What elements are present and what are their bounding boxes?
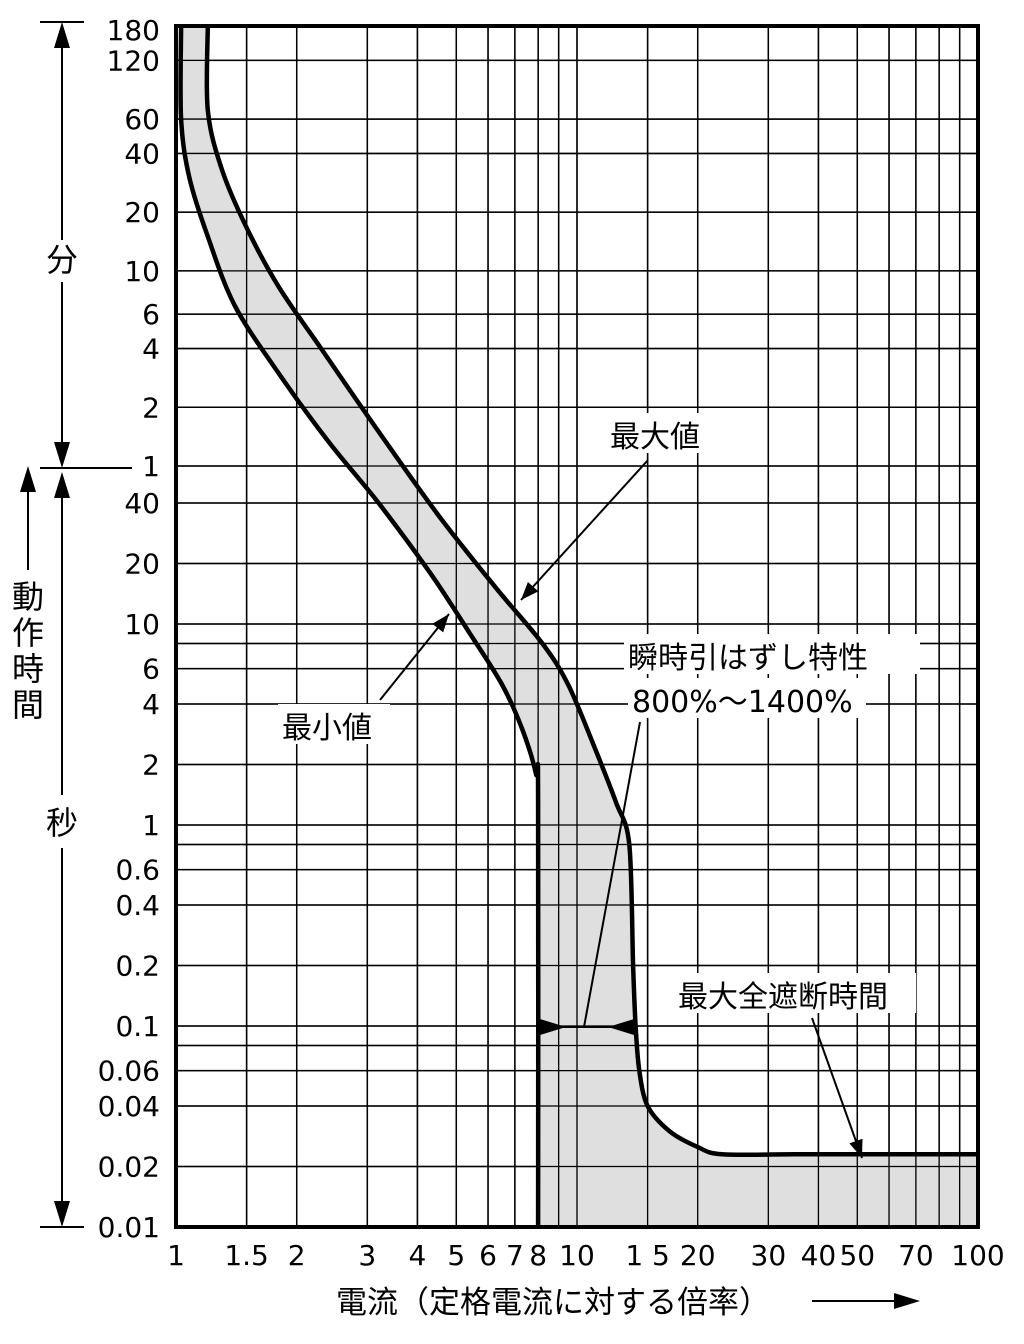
seconds-arrow-down <box>54 1201 70 1227</box>
y-tick-label: 40 <box>124 487 160 520</box>
y-tick-label: 10 <box>124 255 160 288</box>
y-tick-label: 0.2 <box>115 949 160 982</box>
axis-labels: 電流（定格電流に対する倍率）分秒動作時間動作時間 <box>12 21 920 1321</box>
y-tick-label: 2 <box>142 391 160 424</box>
x-tick-label: 3 <box>358 1239 376 1272</box>
annotation-bg <box>624 634 920 674</box>
y-tick-label: 0.1 <box>115 1010 160 1043</box>
time-label-char: 時 <box>12 650 44 688</box>
y-tick-label: 0.6 <box>115 854 160 887</box>
max-clearing-arrow-head <box>849 1138 863 1158</box>
x-tick-label: 40 <box>801 1239 837 1272</box>
time-label-char: 作 <box>12 614 44 652</box>
y-tick-label: 40 <box>124 137 160 170</box>
annotation-bg <box>278 704 390 744</box>
y-tick-label: 0.04 <box>98 1090 160 1123</box>
x-tick-label: 8 <box>529 1239 547 1272</box>
trip-range-arrow-left <box>540 1019 566 1035</box>
x-axis-arrow-head <box>894 1293 920 1309</box>
y-tick-label: 1 <box>142 450 160 483</box>
x-axis-label: 電流（定格電流に対する倍率） <box>336 1285 770 1321</box>
annotation-label: 最大全遮断時間 <box>678 980 888 1015</box>
time-label-char: 動 <box>12 578 44 616</box>
x-tick-label: 30 <box>751 1239 787 1272</box>
trip-range-arrow-right <box>608 1019 634 1035</box>
x-tick-label: 6 <box>479 1239 497 1272</box>
y-tick-label: 0.01 <box>98 1211 160 1244</box>
y-tick-label: 0.02 <box>98 1150 160 1183</box>
band-grid-overlay <box>175 25 979 1227</box>
y-tick-label: 2 <box>142 748 160 781</box>
annotation-bg <box>628 678 866 718</box>
y-tick-label: 60 <box>124 103 160 136</box>
x-tick-labels: 1 1.5 2 3 4 5 6 7 8 10 1 5 20 30 40 50 70 100 <box>167 1239 1005 1272</box>
minutes-arrow-up <box>54 22 70 48</box>
annotation-label: 瞬時引はずし特性 <box>628 641 868 676</box>
x-tick-label: 1.5 <box>224 1239 269 1272</box>
x-tick-label: 5 <box>447 1239 465 1272</box>
y-tick-label: 1 <box>142 809 160 842</box>
y-tick-label: 20 <box>124 547 160 580</box>
y-tick-labels: 18012060402010642140201064210.60.40.20.1… <box>98 14 160 1244</box>
y-tick-label: 120 <box>107 44 160 77</box>
curves <box>174 24 980 1229</box>
y-tick-label: 0.06 <box>98 1055 160 1088</box>
x-tick-label: 1 5 <box>625 1239 670 1272</box>
seconds-label: 秒 <box>46 804 78 842</box>
x-tick-label: 100 <box>951 1239 1004 1272</box>
band-fill <box>180 26 979 1227</box>
trip-range-leader <box>583 721 641 1028</box>
x-tick-label: 2 <box>288 1239 306 1272</box>
x-tick-label: 10 <box>559 1239 595 1272</box>
x-tick-label: 70 <box>898 1239 934 1272</box>
annotation-label: 最小値 <box>282 711 372 746</box>
y-tick-label: 180 <box>107 14 160 47</box>
y-tick-label: 10 <box>124 608 160 641</box>
annotation-bg <box>674 973 916 1013</box>
seconds-arrow-up <box>54 472 70 498</box>
min-value-arrow-head <box>432 614 449 633</box>
y-tick-label: 4 <box>142 333 160 366</box>
x-tick-label: 7 <box>506 1239 524 1272</box>
y-tick-label: 6 <box>142 298 160 331</box>
operating-band <box>175 25 979 1227</box>
minutes-arrow-down <box>54 442 70 468</box>
x-tick-label: 1 <box>167 1239 185 1272</box>
max-clearing-arrow <box>811 1017 863 1159</box>
time-label-char: 間 <box>12 686 44 724</box>
plot-frame <box>174 24 980 1229</box>
annotation-label: 800%〜1400% <box>632 685 853 720</box>
y-tick-label: 4 <box>142 688 160 721</box>
max-value-arrow <box>520 459 649 601</box>
y-tick-label: 6 <box>142 653 160 686</box>
max-curve <box>204 25 978 1158</box>
y-tick-label: 0.4 <box>115 889 160 922</box>
min-value-arrow <box>379 613 450 701</box>
annotation-bg <box>606 413 718 453</box>
max-value-arrow-head <box>521 582 539 600</box>
x-tick-label: 20 <box>680 1239 716 1272</box>
annotation-label: 最大値 <box>610 420 700 455</box>
minutes-label: 分 <box>46 241 78 279</box>
min-curve <box>178 25 541 1228</box>
x-tick-label: 50 <box>839 1239 875 1272</box>
time-arrow-head <box>20 466 36 492</box>
y-tick-label: 20 <box>124 196 160 229</box>
x-tick-label: 4 <box>409 1239 427 1272</box>
